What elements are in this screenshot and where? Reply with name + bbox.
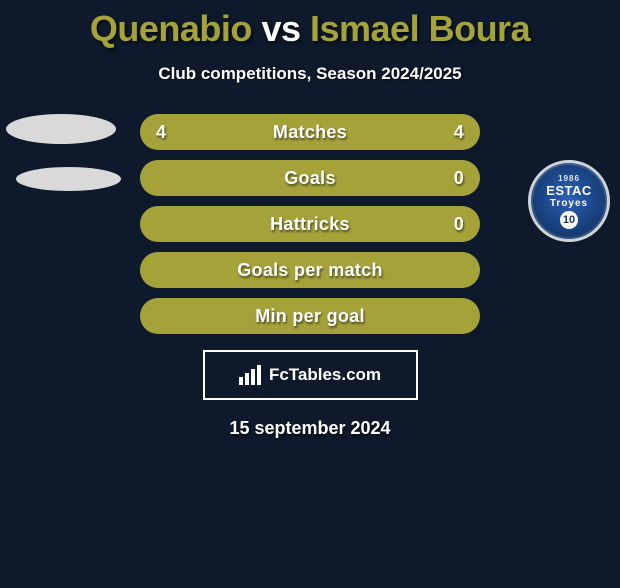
title-vs: vs bbox=[261, 8, 300, 49]
stat-label: Min per goal bbox=[255, 306, 365, 327]
stat-label: Goals bbox=[284, 168, 336, 189]
page-title: Quenabio vs Ismael Boura bbox=[0, 8, 620, 50]
stat-label: Matches bbox=[273, 122, 347, 143]
stat-bar: Hattricks 0 bbox=[140, 206, 480, 242]
stat-label: Hattricks bbox=[270, 214, 350, 235]
stat-bar: 4 Matches 4 bbox=[140, 114, 480, 150]
title-player1: Quenabio bbox=[90, 8, 252, 49]
stat-row: 4 Matches 4 bbox=[0, 114, 620, 150]
brand-box: FcTables.com bbox=[203, 350, 418, 400]
stat-bar: Goals 0 bbox=[140, 160, 480, 196]
stat-label: Goals per match bbox=[237, 260, 383, 281]
title-player2: Ismael Boura bbox=[310, 8, 530, 49]
stat-row: Hattricks 0 bbox=[0, 206, 620, 242]
date-text: 15 september 2024 bbox=[0, 418, 620, 439]
stat-row: Goals per match bbox=[0, 252, 620, 288]
stat-bar: Min per goal bbox=[140, 298, 480, 334]
stat-right-value: 4 bbox=[454, 122, 464, 143]
stat-right-value: 0 bbox=[454, 214, 464, 235]
stats-block: 1986 ESTAC Troyes 10 4Matches4Goals0Hatt… bbox=[0, 114, 620, 334]
stat-row: Goals 0 bbox=[0, 160, 620, 196]
brand-text: FcTables.com bbox=[269, 365, 381, 385]
stat-row: Min per goal bbox=[0, 298, 620, 334]
stat-right-value: 0 bbox=[454, 168, 464, 189]
stat-bar: Goals per match bbox=[140, 252, 480, 288]
stat-left-value: 4 bbox=[156, 122, 166, 143]
subtitle: Club competitions, Season 2024/2025 bbox=[0, 64, 620, 84]
bar-chart-icon bbox=[239, 365, 263, 385]
